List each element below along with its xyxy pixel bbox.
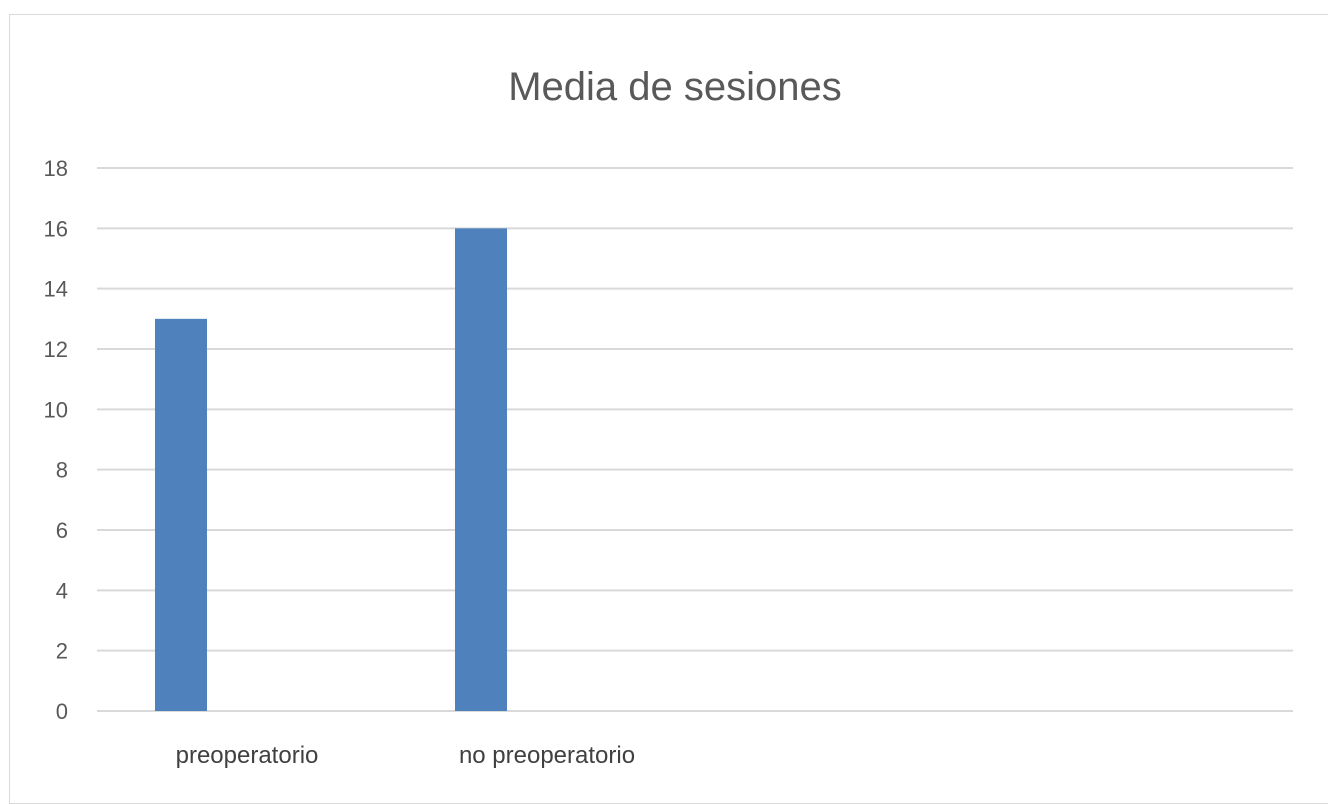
y-tick-label: 6 [56,518,68,543]
x-axis-category-labels: preoperatorio no preoperatorio [176,742,635,769]
bar-preoperatorio [155,318,207,711]
y-tick-label: 10 [44,397,68,422]
bars [155,228,507,712]
x-category-label: preoperatorio [176,742,319,769]
y-tick-label: 16 [44,216,68,241]
y-tick-label: 2 [56,639,68,664]
y-tick-label: 0 [56,699,68,724]
chart-title: Media de sesiones [508,65,842,109]
y-tick-label: 8 [56,458,68,483]
y-tick-label: 18 [44,156,68,181]
bar-no-preoperatorio [455,228,507,712]
x-category-label: no preoperatorio [459,742,635,769]
y-tick-label: 4 [56,578,68,603]
y-axis-tick-labels: 0 2 4 6 8 10 12 14 16 18 [44,156,68,724]
gridlines [97,167,1293,712]
y-tick-label: 14 [44,277,68,302]
y-tick-label: 12 [44,337,68,362]
